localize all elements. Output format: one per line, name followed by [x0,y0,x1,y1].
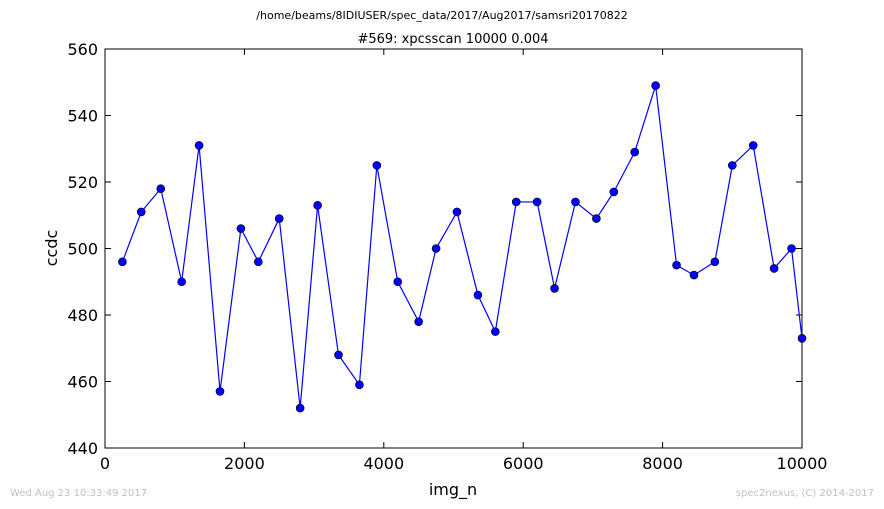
data-point [372,161,382,170]
data-point [136,207,146,217]
footer-timestamp: Wed Aug 23 10:33:49 2017 [10,488,148,499]
y-tick-label: 560 [67,40,98,59]
data-point [177,277,186,287]
data-point [710,257,720,267]
x-tick-label: 0 [100,454,110,473]
data-point [393,277,403,287]
y-axis-label: ccdc [42,230,61,267]
data-point [609,187,619,197]
y-tick-label: 480 [67,306,98,325]
data-point [651,81,660,90]
y-tick-label: 500 [67,240,98,259]
x-tick-label: 10000 [777,454,828,473]
data-point [592,214,601,223]
data-point [334,350,343,360]
data-point [511,197,521,207]
axis-ticks: 0 2000 4000 6000 8000 10000 440 460 480 500 520 540… [67,40,827,473]
data-point [215,387,225,396]
plot-area [104,48,803,449]
data-point [194,141,204,150]
data-point [414,317,423,326]
data-point [295,403,305,413]
chart-title: #569: xpcsscan 10000 0.004 [357,32,548,47]
data-point [431,244,441,253]
data-point [473,290,483,300]
data-point [313,200,322,210]
data-point [630,147,640,157]
x-tick-label: 6000 [503,454,544,473]
footer-credit: spec2nexus, (C) 2014-2017 [735,488,874,499]
data-point [156,184,166,193]
data-point [797,333,807,343]
x-axis-label: img_n [429,480,477,500]
data-point [571,197,580,207]
data-point [452,207,462,217]
x-tick-label: 2000 [224,454,265,473]
data-point [787,244,796,253]
data-point [769,264,779,273]
data-series [118,81,807,413]
data-point [118,257,127,267]
data-point [236,224,246,233]
y-tick-label: 540 [67,107,98,126]
data-point [254,257,263,267]
data-point [672,260,681,270]
data-point [274,214,284,223]
y-tick-label: 460 [67,373,98,392]
x-tick-label: 4000 [363,454,404,473]
data-point [355,380,364,390]
y-tick-label: 440 [67,439,98,458]
data-point [689,270,699,280]
data-point [491,327,500,336]
data-point [727,161,737,170]
data-point [550,284,559,293]
x-tick-label: 8000 [642,454,683,473]
data-point [748,141,758,150]
y-tick-label: 520 [67,173,98,192]
suptitle: /home/beams/8IDIUSER/spec_data/2017/Aug2… [256,9,627,22]
data-point [532,197,542,207]
